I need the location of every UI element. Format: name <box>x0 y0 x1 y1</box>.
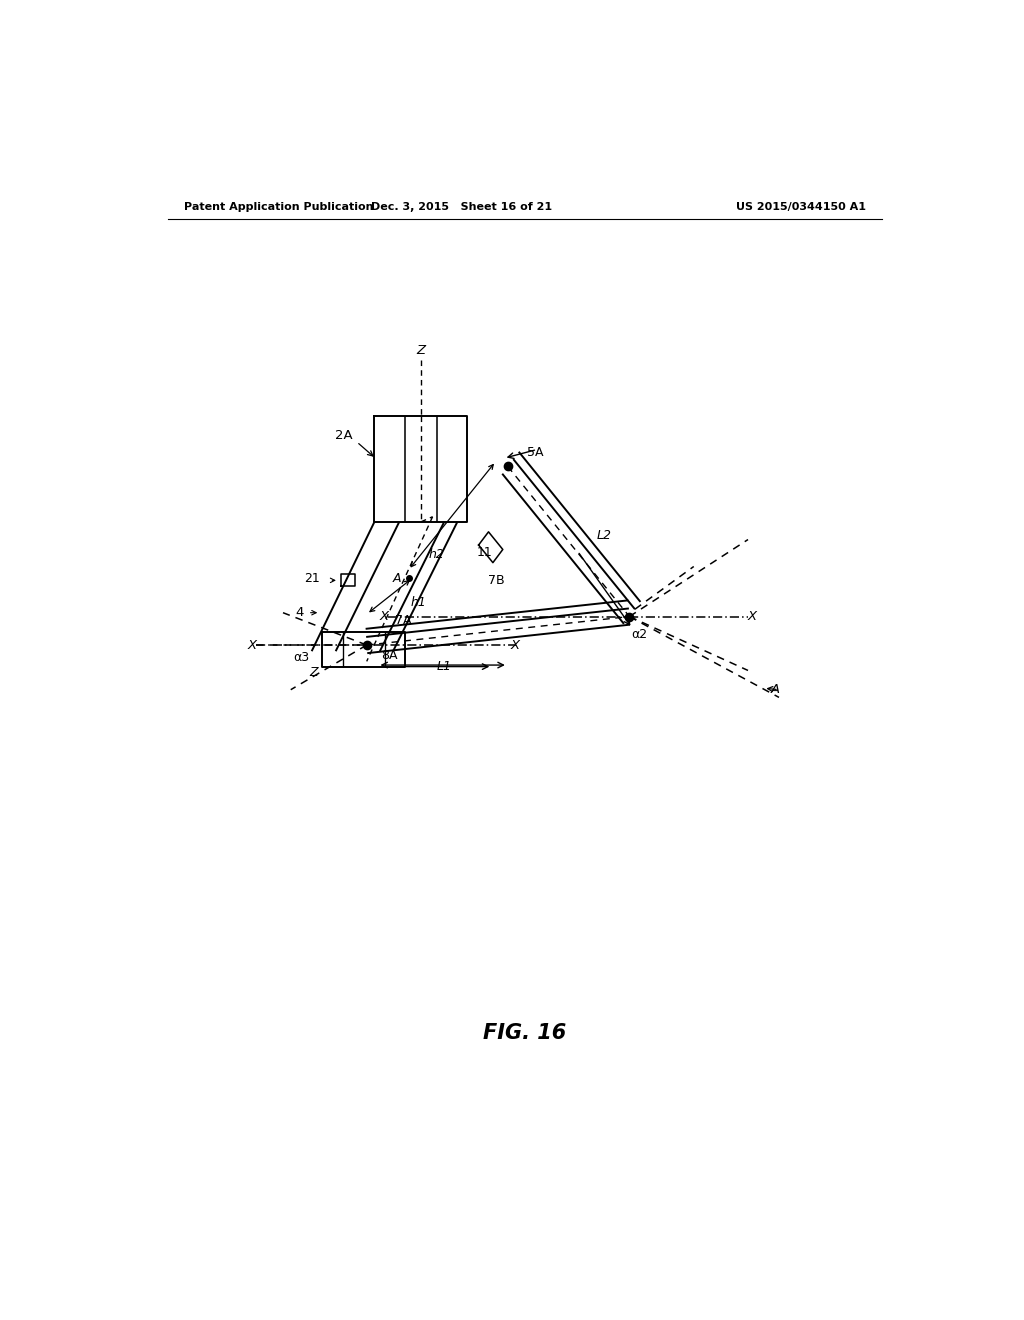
Text: 4: 4 <box>296 606 304 619</box>
Text: Z: Z <box>417 343 426 356</box>
Text: α2: α2 <box>632 628 647 640</box>
Text: 21: 21 <box>304 572 321 585</box>
Text: X: X <box>511 639 520 652</box>
Text: X: X <box>248 639 257 652</box>
Text: 7B: 7B <box>487 574 505 587</box>
Text: Z: Z <box>309 667 318 680</box>
Text: h1: h1 <box>411 597 427 610</box>
Text: A: A <box>771 684 779 696</box>
Text: 2A: 2A <box>335 429 352 442</box>
Text: L1: L1 <box>436 660 452 673</box>
Text: Dec. 3, 2015   Sheet 16 of 21: Dec. 3, 2015 Sheet 16 of 21 <box>371 202 552 213</box>
Text: A: A <box>392 572 400 585</box>
Text: 8A: 8A <box>381 648 397 661</box>
Text: X: X <box>748 610 757 623</box>
Text: 5A: 5A <box>527 446 544 459</box>
Text: X: X <box>379 610 388 623</box>
Text: α3: α3 <box>293 651 309 664</box>
Text: FIG. 16: FIG. 16 <box>483 1023 566 1043</box>
Text: h2: h2 <box>428 548 444 561</box>
Text: Patent Application Publication: Patent Application Publication <box>183 202 373 213</box>
Text: 11: 11 <box>476 546 493 560</box>
Text: 7A: 7A <box>395 614 412 627</box>
Text: US 2015/0344150 A1: US 2015/0344150 A1 <box>736 202 866 213</box>
Text: L2: L2 <box>597 529 612 543</box>
